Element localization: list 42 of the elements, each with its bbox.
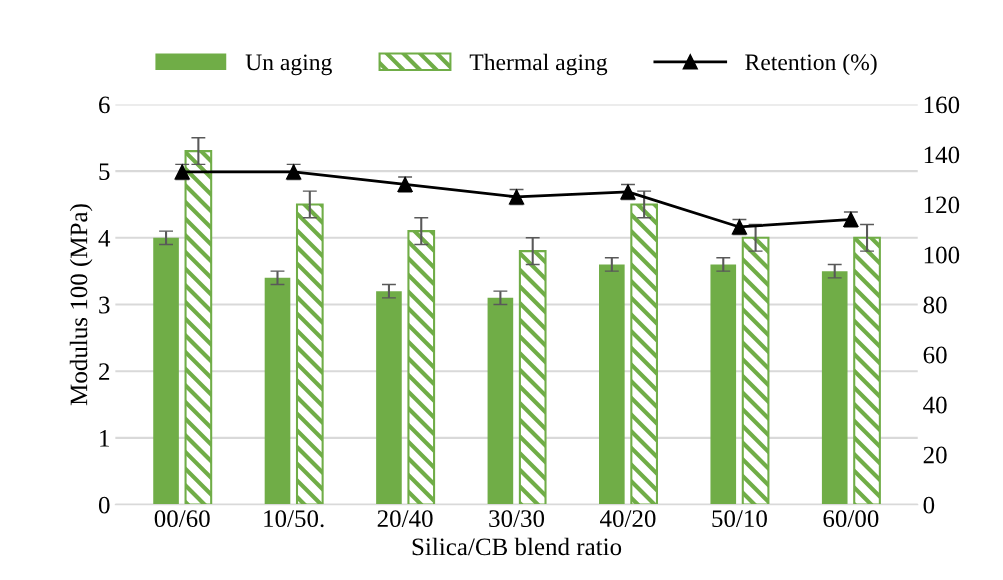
x-tick-label: 30/30 [489, 510, 545, 528]
y-tick-label: 2 [99, 363, 110, 380]
y2-tick-label: 0 [923, 496, 935, 514]
y2-tick-label: 120 [924, 196, 960, 214]
x-axis-title: Silica/CB blend ratio [412, 537, 622, 556]
bar [710, 264, 737, 505]
y2-tick-label: 140 [924, 146, 960, 164]
bar [599, 264, 625, 505]
x-tick-label: 50/10 [712, 510, 767, 528]
bar [376, 291, 402, 505]
y2-tick-label: 40 [923, 396, 947, 414]
bar [407, 230, 436, 505]
bar [153, 237, 179, 505]
bar [295, 203, 324, 505]
bar [821, 271, 848, 505]
bar [853, 236, 881, 505]
y-tick-label: 1 [100, 430, 109, 447]
bar [264, 277, 291, 505]
bar [741, 236, 770, 505]
y2-tick-label: 20 [923, 446, 947, 464]
y2-tick-label: 160 [924, 96, 960, 114]
y-tick-label: 4 [98, 230, 111, 247]
y-axis-title: Modulus 100 (MPa) [69, 204, 93, 406]
x-tick-label: 40/20 [600, 510, 656, 528]
y-tick-label: 3 [99, 296, 110, 314]
y-tick-label: 5 [99, 163, 110, 181]
y2-tick-label: 100 [924, 246, 960, 264]
y2-tick-label: 60 [923, 346, 947, 364]
bar [630, 203, 659, 505]
legend-label: Thermal aging [469, 53, 608, 76]
x-tick-label: 60/00 [823, 510, 879, 528]
x-tick-label: 10/50. [264, 510, 324, 528]
legend-label: Un aging [245, 54, 332, 76]
legend-label: Retention (%) [745, 53, 877, 76]
bar [184, 150, 213, 505]
bar [487, 297, 514, 505]
y-tick-label: 6 [99, 96, 110, 114]
x-tick-label: 00/60 [154, 510, 210, 528]
y2-tick-label: 80 [923, 296, 947, 314]
bar [518, 250, 547, 505]
y-tick-label: 0 [98, 496, 110, 514]
x-tick-label: 20/40 [377, 510, 433, 528]
